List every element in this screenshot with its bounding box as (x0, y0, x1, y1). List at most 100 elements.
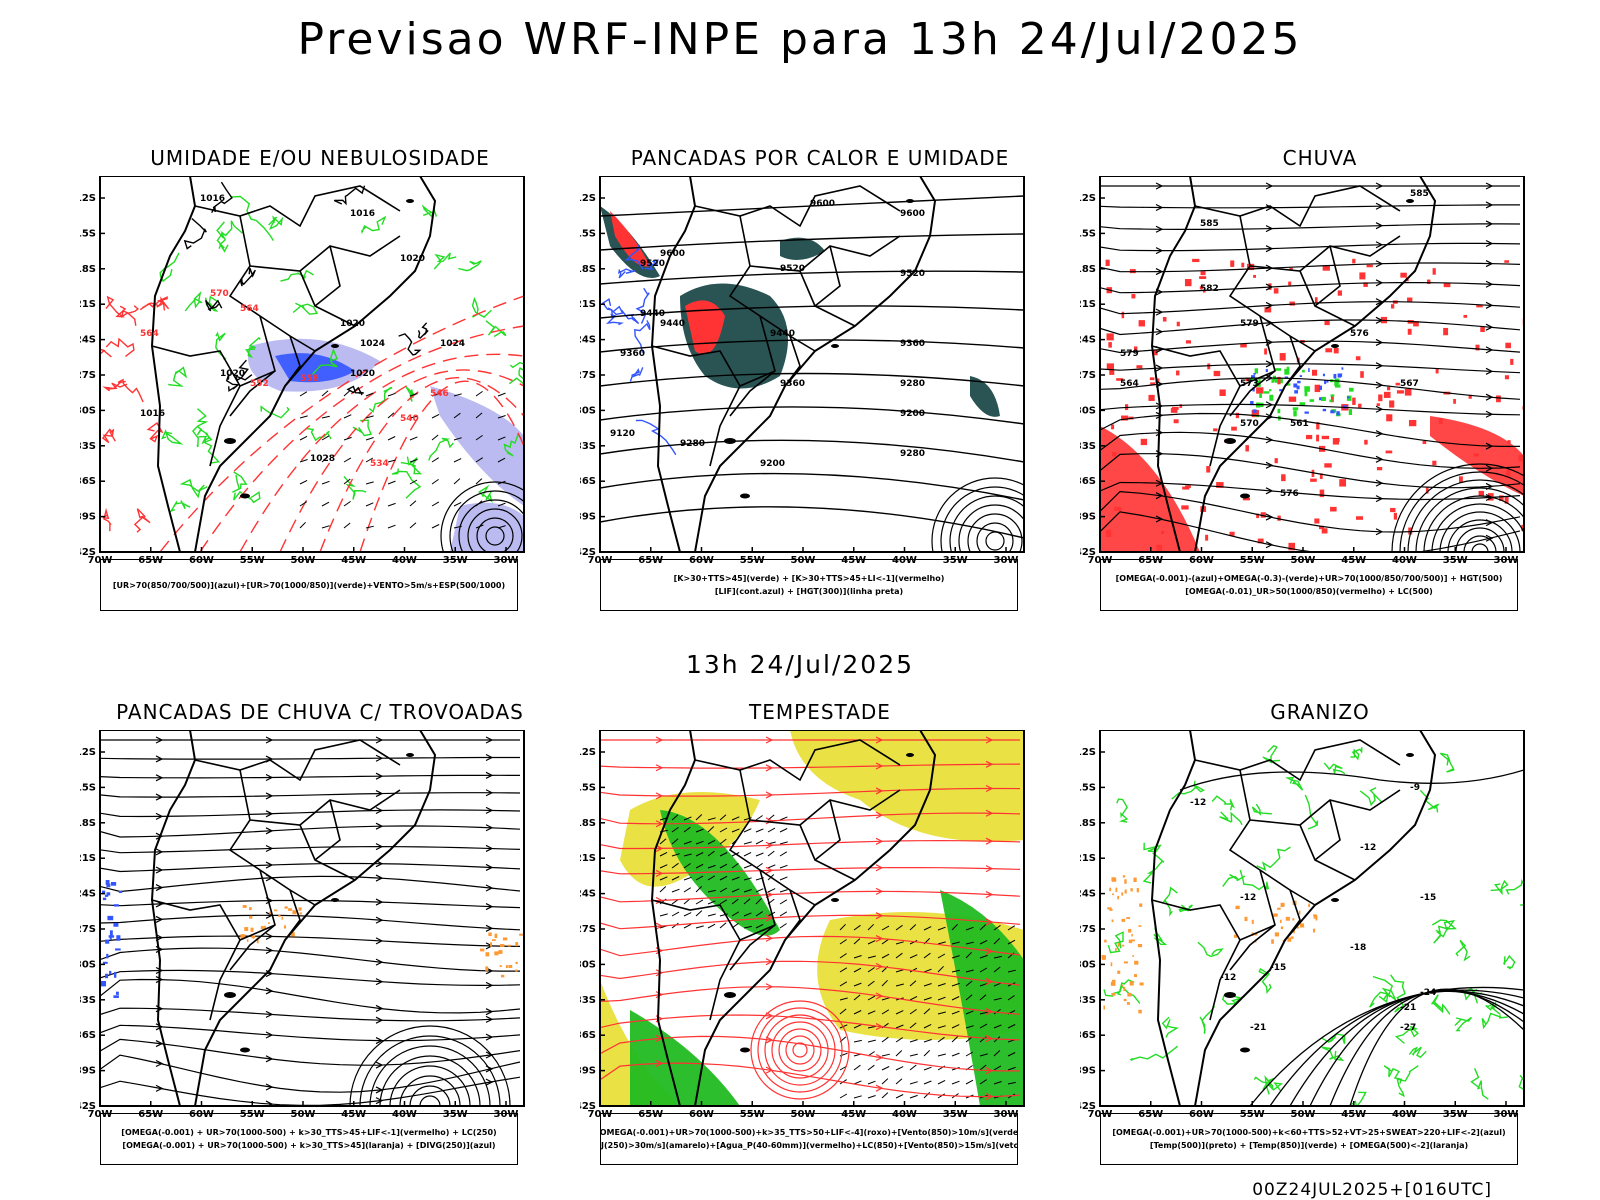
lon-tick-label: 60W (689, 555, 714, 566)
lon-tick-label: 65W (1138, 1109, 1163, 1120)
map-trovoadas: 12S15S18S21S24S27S30S33S36S39S42S70W65W6… (80, 730, 525, 1120)
main-title: Previsao WRF-INPE para 13h 24/Jul/2025 (297, 14, 1303, 65)
legend-line: [OMEGA(-0.01)_UR>50(1000/850)(vermelho) … (1185, 587, 1433, 596)
contour-label: 534 (370, 459, 389, 469)
legend-line: [Temp(500)](preto) + [Temp(850)](verde) … (1149, 1141, 1469, 1150)
lat-tick-label: 30S (80, 405, 96, 416)
lon-tick-label: 45W (1341, 555, 1366, 566)
contour-label: 9520 (900, 269, 925, 279)
lon-tick-label: 30W (1494, 1109, 1519, 1120)
lon-tick-label: 30W (494, 1109, 519, 1120)
panel-title: GRANIZO (1270, 700, 1370, 724)
lon-tick-label: 50W (1291, 1109, 1316, 1120)
lat-tick-label: 39S (580, 512, 596, 523)
lat-tick-label: 21S (580, 853, 596, 864)
lon-tick-label: 45W (841, 555, 866, 566)
contour-label: 1016 (350, 209, 375, 219)
contour-label: 9360 (620, 349, 645, 359)
lon-tick-label: 30W (494, 555, 519, 566)
lon-tick-label: 65W (138, 555, 163, 566)
lat-tick-label: 33S (1080, 995, 1096, 1006)
contour-label: 9200 (760, 459, 785, 469)
contour-label: 576 (1280, 489, 1299, 499)
panel-title: TEMPESTADE (749, 700, 891, 724)
lat-tick-label: 24S (1080, 335, 1096, 346)
map-tempestade: 12S15S18S21S24S27S30S33S36S39S42S70W65W6… (580, 730, 1025, 1120)
lat-tick-label: 18S (580, 264, 596, 275)
contour-label: 9600 (810, 199, 835, 209)
contour-label: 9280 (900, 449, 925, 459)
run-timestamp: 00Z24JUL2025+[016UTC] (1252, 1180, 1492, 1200)
lon-tick-label: 60W (1189, 1109, 1214, 1120)
lat-tick-label: 21S (1080, 299, 1096, 310)
contour-label: 579 (1120, 349, 1139, 359)
contour-label: -21 (1400, 1003, 1416, 1013)
lat-tick-label: 24S (80, 889, 96, 900)
contour-label: 564 (240, 304, 259, 314)
lat-tick-label: 42S (580, 547, 596, 558)
lon-tick-label: 65W (1138, 555, 1163, 566)
legend-line: [OMEGA(-0.001) + UR>70(1000-500) + k>30_… (121, 1128, 497, 1137)
legend-line: [CJ(250)>30m/s](amarelo)+[Agua_P(40-60mm… (600, 1141, 1018, 1150)
lat-tick-label: 39S (80, 1066, 96, 1077)
lat-tick-label: 12S (80, 193, 96, 204)
lon-tick-label: 65W (138, 1109, 163, 1120)
lat-tick-label: 27S (1080, 924, 1096, 935)
lon-tick-label: 30W (1494, 555, 1519, 566)
lon-tick-label: 35W (1443, 1109, 1468, 1120)
lon-tick-label: 30W (994, 555, 1019, 566)
map-chuva: 585 585 582 579 576 573 570 567 564 561 576 579 12S 1… (1080, 176, 1525, 566)
lon-tick-label: 60W (189, 1109, 214, 1120)
legend-line: [LIF](cont.azul) + [HGT(300)](linha pret… (714, 587, 904, 596)
map-panel-tempestade: TEMPESTADE 12S 15S 18S 21S 24S 27S 30S 33S 36S 39S… (580, 700, 1060, 1170)
lat-tick-label: 27S (1080, 370, 1096, 381)
lon-tick-label: 50W (791, 1109, 816, 1120)
contour-label: 9600 (660, 249, 685, 259)
legend-line: [UR>70(850/700/500)](azul)+[UR>70(1000/8… (112, 580, 506, 590)
lat-tick-label: 42S (580, 1101, 596, 1112)
panel-title: CHUVA (1282, 146, 1358, 170)
lon-tick-label: 45W (341, 555, 366, 566)
lat-tick-label: 36S (1080, 1030, 1096, 1041)
contour-label: 9120 (610, 429, 635, 439)
lat-tick-label: 15S (80, 228, 96, 239)
lon-tick-label: 35W (443, 555, 468, 566)
panel-title: PANCADAS POR CALOR E UMIDADE (630, 146, 1010, 170)
contour-label: 1024 (360, 339, 385, 349)
lon-tick-label: 40W (392, 1109, 417, 1120)
lon-tick-label: 50W (1291, 555, 1316, 566)
lat-tick-label: 15S (580, 782, 596, 793)
lon-tick-label: 35W (1443, 555, 1468, 566)
contour-label: 1016 (200, 194, 225, 204)
contour-label: 9280 (680, 439, 705, 449)
lon-tick-label: 50W (291, 1109, 316, 1120)
legend-box: [OMEGA(-0.001)+UR>70(1000-500)+k>35_TTS>… (600, 1113, 1018, 1165)
lat-tick-label: 42S (80, 1101, 96, 1112)
contour-label: 9440 (640, 309, 665, 319)
lat-tick-label: 33S (1080, 441, 1096, 452)
lat-tick-label: 12S (1080, 747, 1096, 758)
lat-tick-label: 30S (80, 959, 96, 970)
lat-tick-label: 42S (1080, 1101, 1096, 1112)
map-panel-umidade: UMIDADE E/OU NEBULOSIDADE 1016 1016 1020 102… (80, 146, 560, 616)
map-panel-pancadas-calor: PANCADAS POR CALOR E UMIDADE 9600 9600 9520… (580, 146, 1060, 616)
lat-tick-label: 42S (80, 547, 96, 558)
contour-label: 570 (1240, 419, 1259, 429)
contour-label: -15 (1420, 893, 1436, 903)
legend-box: [UR>70(850/700/500)](azul)+[UR>70(1000/8… (100, 559, 518, 611)
lat-tick-label: 24S (580, 889, 596, 900)
contour-label: 546 (430, 389, 449, 399)
lat-tick-label: 24S (1080, 889, 1096, 900)
lat-tick-label: 27S (580, 924, 596, 935)
contour-label: -18 (1350, 943, 1366, 953)
mid-title: 13h 24/Jul/2025 (685, 650, 915, 679)
lat-tick-label: 18S (80, 818, 96, 829)
lat-tick-label: 30S (580, 405, 596, 416)
lon-tick-label: 40W (892, 1109, 917, 1120)
lat-tick-label: 33S (580, 441, 596, 452)
lon-tick-label: 40W (1392, 555, 1417, 566)
map-panel-chuva: CHUVA 585 585 582 579 576 573 570 567 564 561 576 57… (1080, 146, 1560, 616)
contour-label: -12 (1360, 843, 1376, 853)
lat-tick-label: 39S (1080, 1066, 1096, 1077)
lon-tick-label: 60W (189, 555, 214, 566)
